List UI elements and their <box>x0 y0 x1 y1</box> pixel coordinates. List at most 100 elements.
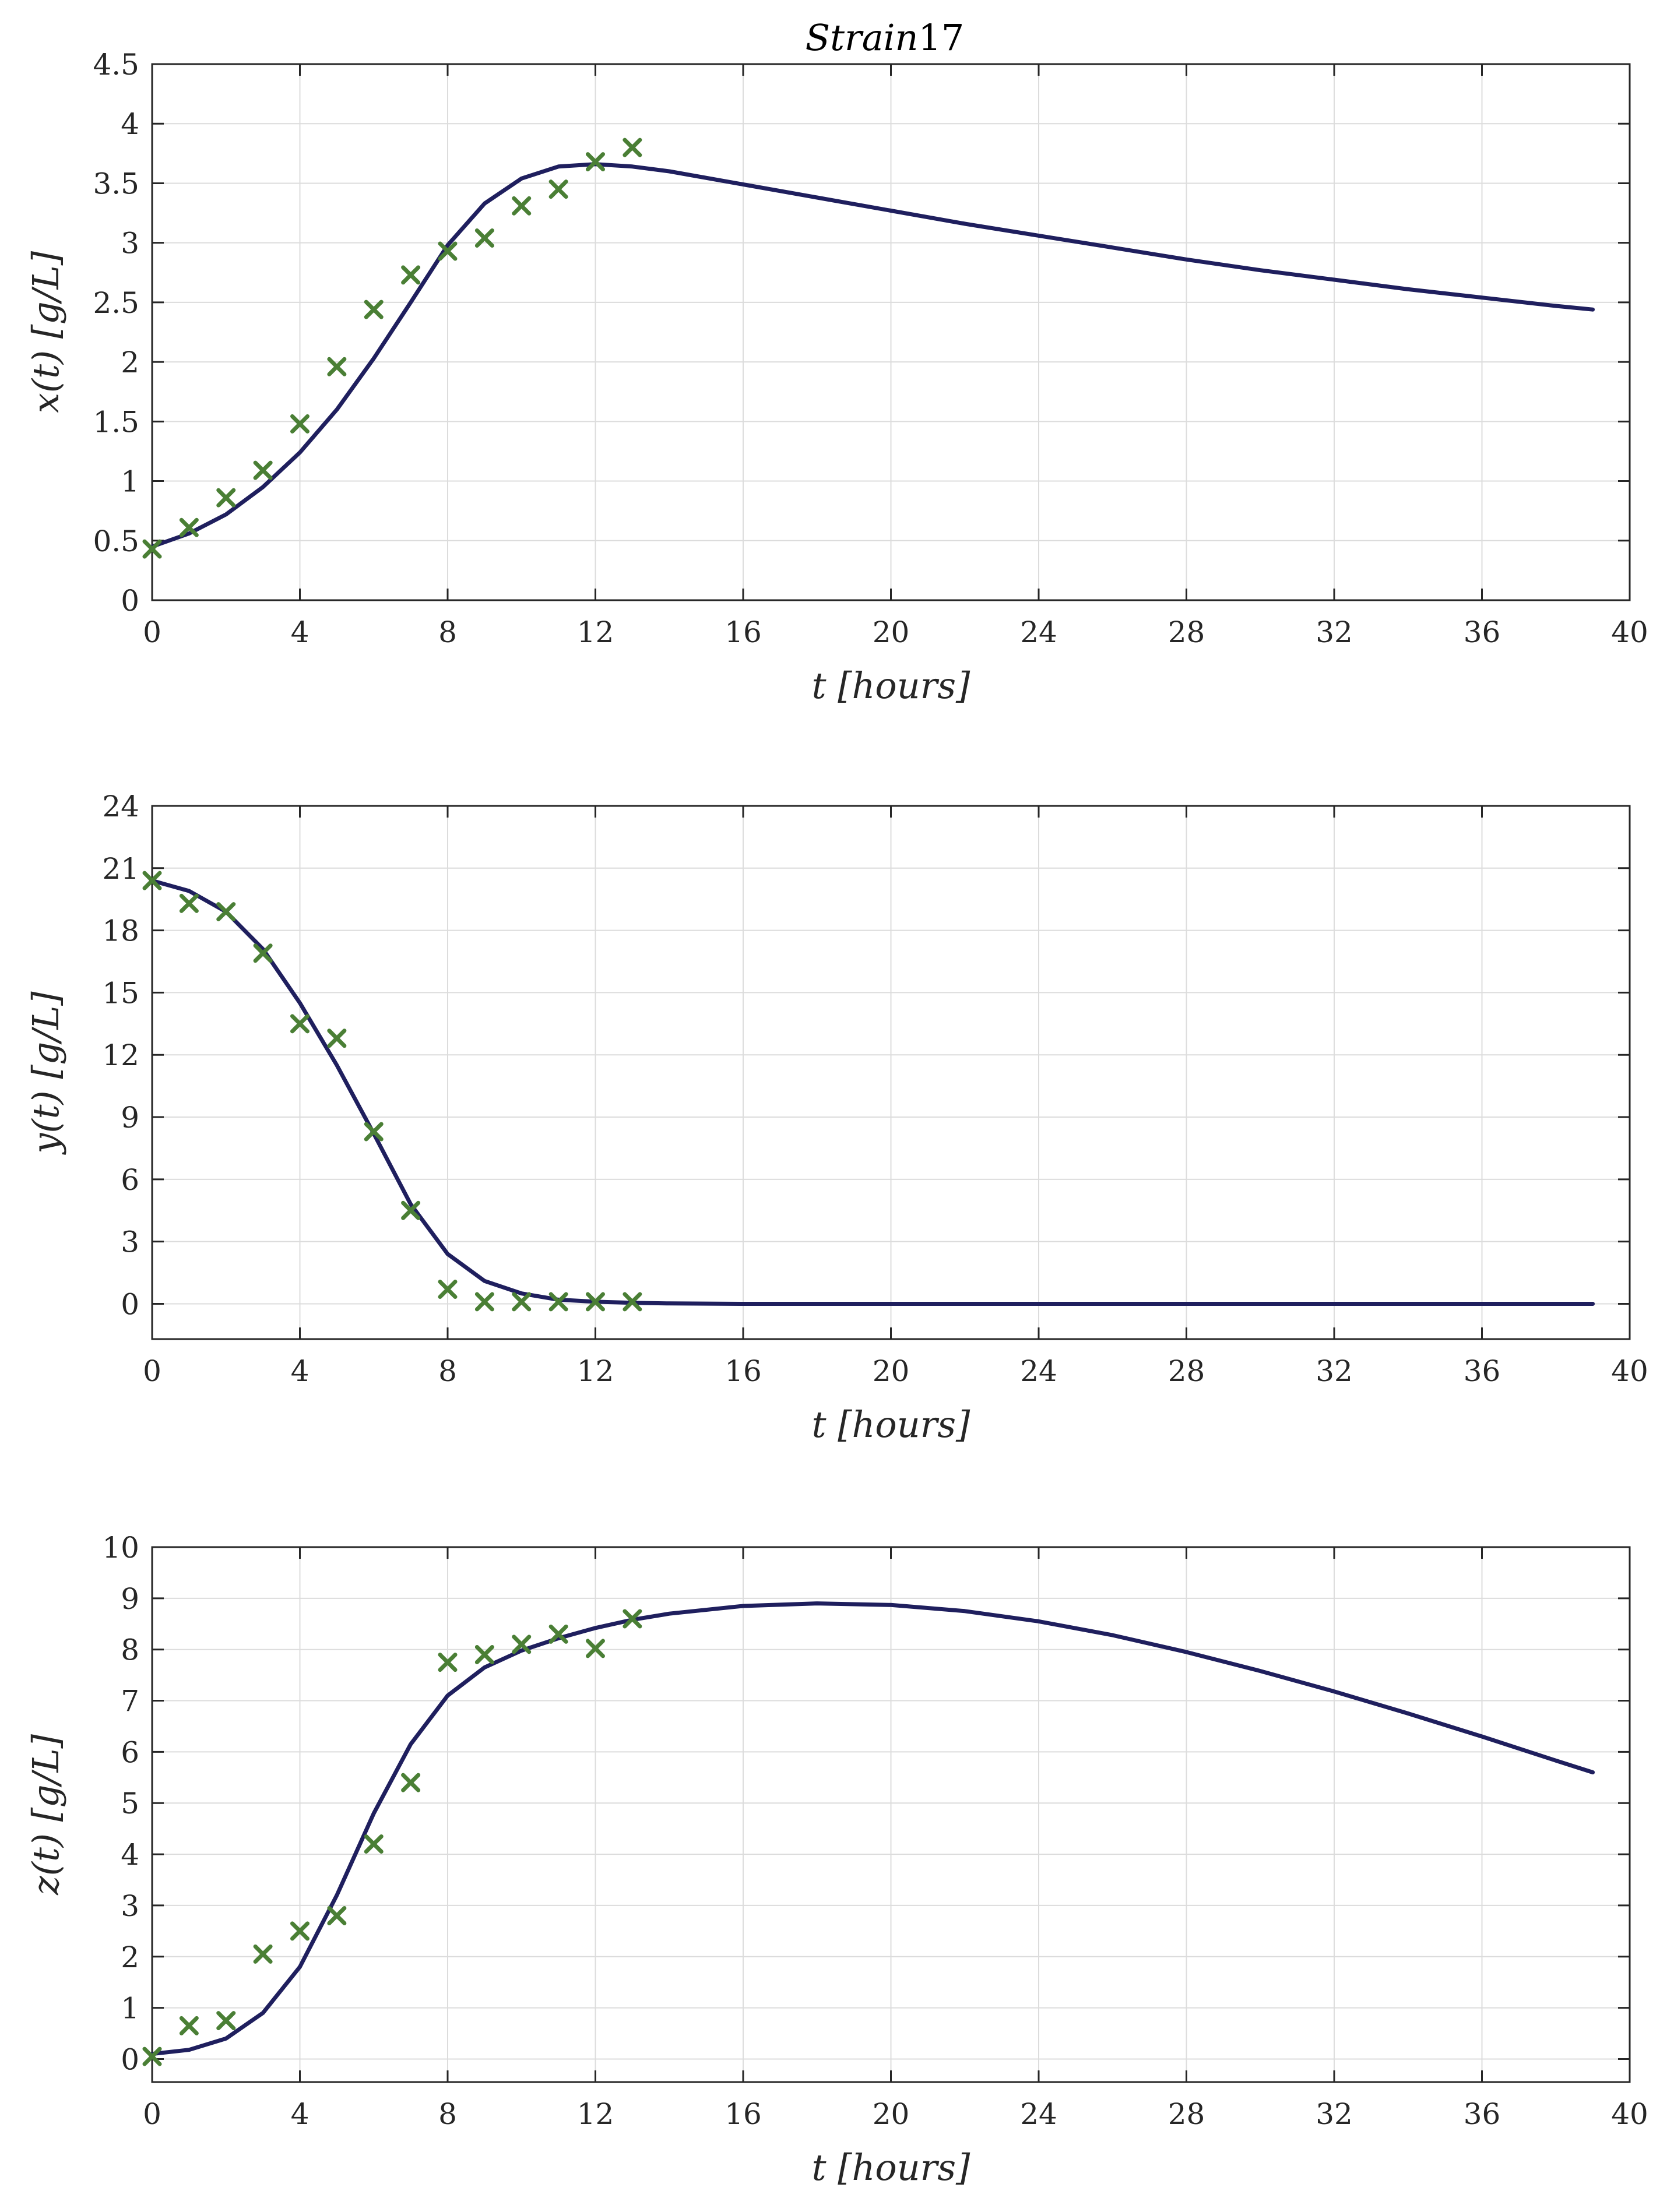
data-point-marker <box>179 517 199 537</box>
y-tick-label: 8 <box>121 1633 139 1667</box>
data-point-marker <box>474 1644 494 1664</box>
x-tick-label: 28 <box>1168 1354 1205 1388</box>
y-tick-label: 12 <box>102 1038 139 1072</box>
x-tick-label: 0 <box>143 615 161 649</box>
x-axis-label: t [hours] <box>812 2146 970 2189</box>
data-point-marker <box>512 1635 532 1654</box>
data-point-marker <box>623 1609 642 1629</box>
data-point-marker <box>623 138 642 157</box>
data-point-marker <box>253 943 273 963</box>
x-tick-label: 24 <box>1020 1354 1057 1388</box>
y-tick-label: 3 <box>121 227 139 260</box>
x-tick-label: 8 <box>438 2097 457 2131</box>
data-point-marker <box>216 2011 236 2031</box>
data-point-marker <box>327 357 347 376</box>
data-point-marker <box>586 1639 605 1658</box>
y-tick-label: 10 <box>102 1531 139 1565</box>
title-number-part: 17 <box>918 16 964 59</box>
y-tick-label: 2 <box>121 346 139 379</box>
y-tick-label: 1 <box>121 1992 139 2026</box>
data-point-marker <box>142 871 162 890</box>
data-point-marker <box>438 1653 458 1672</box>
y-tick-label: 0.5 <box>93 524 139 558</box>
data-point-marker <box>401 1200 421 1220</box>
data-point-marker <box>364 1834 384 1854</box>
y-axis-label: y(t) [g/L] <box>24 991 67 1156</box>
x-axis-label: t [hours] <box>812 664 970 707</box>
x-tick-label: 32 <box>1316 2097 1353 2131</box>
x-tick-label: 8 <box>438 615 457 649</box>
x-tick-label: 24 <box>1020 2097 1057 2131</box>
x-tick-label: 36 <box>1464 2097 1501 2131</box>
x-tick-label: 4 <box>291 615 310 649</box>
y-tick-label: 5 <box>121 1787 139 1820</box>
x-tick-label: 32 <box>1316 615 1353 649</box>
y-tick-label: 6 <box>121 1735 139 1769</box>
x-tick-label: 4 <box>291 2097 310 2131</box>
data-point-marker <box>512 196 532 216</box>
x-tick-label: 0 <box>143 1354 161 1388</box>
y-tick-label: 1 <box>121 465 139 499</box>
data-point-marker <box>216 488 236 508</box>
model-curve <box>150 162 1595 549</box>
y-tick-label: 9 <box>121 1582 139 1616</box>
y-tick-label: 15 <box>102 976 139 1010</box>
x-tick-label: 20 <box>873 2097 910 2131</box>
data-point-marker <box>401 265 421 285</box>
data-point-marker <box>179 2016 199 2035</box>
data-point-marker <box>290 1014 310 1034</box>
data-point-marker <box>290 1921 310 1941</box>
x-tick-label: 40 <box>1611 2097 1648 2131</box>
data-point-marker <box>512 1292 532 1312</box>
x-tick-label: 40 <box>1611 1354 1648 1388</box>
data-point-marker <box>548 1292 568 1312</box>
data-point-marker <box>142 539 162 559</box>
data-point-marker <box>142 2047 162 2066</box>
data-point-marker <box>253 1944 273 1964</box>
data-point-marker <box>327 1028 347 1048</box>
x-tick-label: 28 <box>1168 615 1205 649</box>
y-tick-label: 18 <box>102 914 139 948</box>
y-tick-label: 1.5 <box>93 405 139 439</box>
panel-x-biomass: 0 4 8 12 16 20 24 28 32 36 40 0 0.5 1 1.5 2 2.5 3 3.5 4 4.5 t… <box>24 48 1648 707</box>
y-axis-label: z(t) [g/L] <box>24 1734 67 1896</box>
data-point-marker <box>623 1292 642 1312</box>
y-axis-label: x(t) [g/L] <box>24 251 67 413</box>
x-tick-label: 12 <box>577 1354 614 1388</box>
y-tick-label: 9 <box>121 1101 139 1135</box>
x-tick-label: 32 <box>1316 1354 1353 1388</box>
y-tick-label: 4 <box>121 107 139 141</box>
x-tick-label: 20 <box>873 615 910 649</box>
data-point-marker <box>474 1292 494 1312</box>
data-point-marker <box>586 152 605 172</box>
data-point-marker <box>438 1280 458 1299</box>
y-tick-label: 7 <box>121 1685 139 1718</box>
x-axis-label: t [hours] <box>812 1403 970 1446</box>
data-point-marker <box>179 893 199 913</box>
data-point-marker <box>438 241 458 261</box>
x-tick-label: 8 <box>438 1354 457 1388</box>
x-tick-label: 16 <box>725 1354 762 1388</box>
y-tick-label: 0 <box>121 2042 139 2076</box>
data-point-marker <box>364 1122 384 1142</box>
model-curve <box>150 1601 1595 2056</box>
x-tick-label: 36 <box>1464 1354 1501 1388</box>
data-point-marker <box>290 414 310 434</box>
x-tick-label: 36 <box>1464 615 1501 649</box>
y-tick-label: 4 <box>121 1838 139 1872</box>
x-tick-label: 0 <box>143 2097 161 2131</box>
title-italic-part: Strain <box>806 16 919 59</box>
x-tick-label: 16 <box>725 615 762 649</box>
model-curve <box>150 878 1595 1306</box>
y-tick-label: 24 <box>102 790 139 823</box>
y-tick-label: 4.5 <box>93 48 139 82</box>
x-tick-label: 16 <box>725 2097 762 2131</box>
x-tick-label: 12 <box>577 2097 614 2131</box>
y-tick-label: 2 <box>121 1940 139 1974</box>
data-point-marker <box>401 1773 421 1792</box>
x-tick-label: 28 <box>1168 2097 1205 2131</box>
y-tick-label: 0 <box>121 584 139 618</box>
